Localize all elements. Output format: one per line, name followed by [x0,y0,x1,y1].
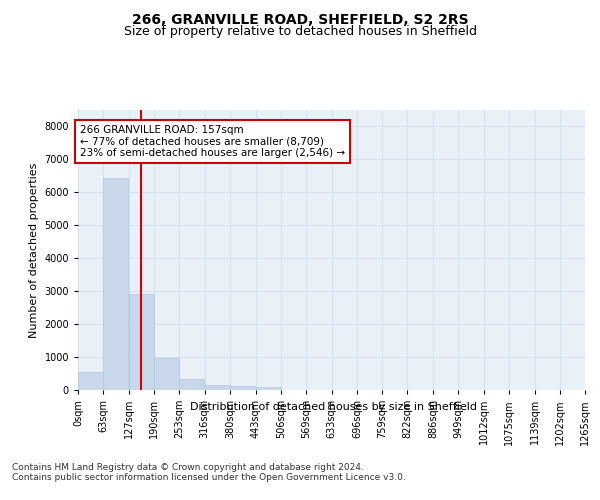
Bar [78,372,103,390]
Text: Contains public sector information licensed under the Open Government Licence v3: Contains public sector information licen… [12,472,406,482]
Bar [129,294,154,390]
Bar [230,386,256,390]
Bar [103,178,128,390]
Y-axis label: Number of detached properties: Number of detached properties [29,162,39,338]
Text: Size of property relative to detached houses in Sheffield: Size of property relative to detached ho… [124,25,476,38]
Text: Distribution of detached houses by size in Sheffield: Distribution of detached houses by size … [190,402,476,412]
Bar [179,379,205,390]
Bar [205,384,230,390]
Bar [154,358,179,390]
Text: 266 GRANVILLE ROAD: 157sqm
← 77% of detached houses are smaller (8,709)
23% of s: 266 GRANVILLE ROAD: 157sqm ← 77% of deta… [80,125,345,158]
Bar [256,387,281,390]
Text: Contains HM Land Registry data © Crown copyright and database right 2024.: Contains HM Land Registry data © Crown c… [12,462,364,471]
Text: 266, GRANVILLE ROAD, SHEFFIELD, S2 2RS: 266, GRANVILLE ROAD, SHEFFIELD, S2 2RS [131,12,469,26]
